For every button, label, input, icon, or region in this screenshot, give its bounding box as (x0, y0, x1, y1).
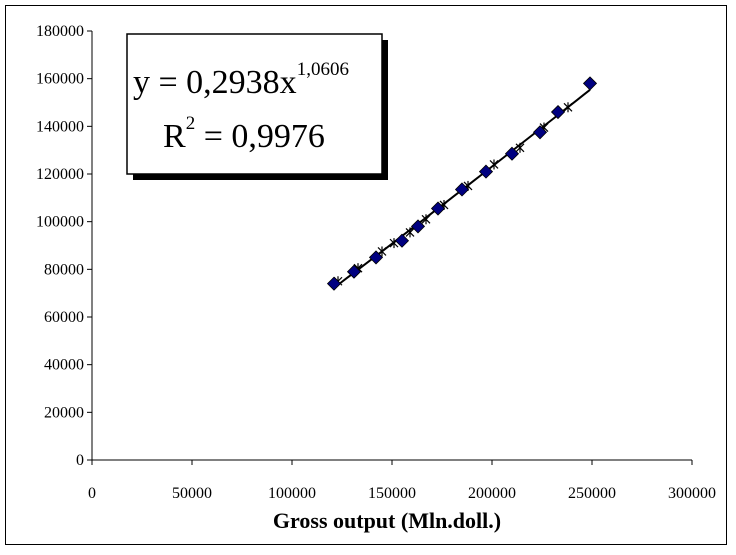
diamond-point (430, 201, 446, 216)
x-tick-label: 0 (88, 485, 96, 502)
diamond-point (346, 264, 362, 279)
diamond-point (478, 164, 494, 179)
star-point (421, 214, 431, 225)
r-squared-value: = 0,9976 (195, 118, 325, 155)
diamond-point (582, 76, 598, 91)
x-tick-label: 250000 (568, 485, 616, 502)
y-tick-label: 60000 (44, 309, 84, 326)
data-points (326, 76, 598, 291)
star-point (563, 102, 573, 113)
x-tick-label: 50000 (172, 485, 212, 502)
y-tick-label: 0 (76, 452, 84, 469)
y-tick-label: 80000 (44, 261, 84, 278)
diamond-point (454, 182, 470, 197)
y-tick-label: 180000 (36, 23, 84, 40)
equation-box (126, 33, 383, 175)
y-tick-label: 160000 (36, 71, 84, 88)
r-squared-exponent: 2 (186, 113, 196, 134)
equation-annotation: y = 0,2938x1,0606 R2 = 0,9976 (126, 33, 388, 180)
star-point (489, 159, 499, 170)
diamond-point (550, 104, 566, 120)
star-point (405, 227, 415, 238)
y-tick-label: 100000 (36, 214, 84, 231)
diamond-point (394, 233, 410, 248)
y-tick-label: 140000 (36, 118, 84, 135)
diamond-point (368, 250, 384, 265)
equation-prefix: y = 0,2938x (133, 64, 297, 101)
diamond-point (504, 146, 520, 161)
x-tick-label: 150000 (368, 485, 416, 502)
x-axis-label: Gross output (Mln.doll.) (273, 508, 501, 533)
diamond-point (532, 125, 548, 140)
star-point (515, 142, 525, 153)
equation-exponent: 1,0606 (297, 59, 349, 80)
diamond-point (410, 219, 426, 234)
y-tick-label: 20000 (44, 404, 84, 421)
equation-text: y = 0,2938x1,0606 (133, 59, 349, 101)
diamond-point (326, 276, 342, 291)
y-tick-label: 40000 (44, 357, 84, 374)
r-squared-prefix: R (163, 118, 186, 155)
y-tick-label: 120000 (36, 166, 84, 183)
x-tick-label: 100000 (268, 485, 316, 502)
x-tick-label: 200000 (468, 485, 516, 502)
axes: 0 20000 40000 60000 80000 100000 120000 140000 1… (36, 23, 716, 502)
x-tick-label: 300000 (668, 485, 716, 502)
r-squared-text: R2 = 0,9976 (163, 113, 325, 155)
